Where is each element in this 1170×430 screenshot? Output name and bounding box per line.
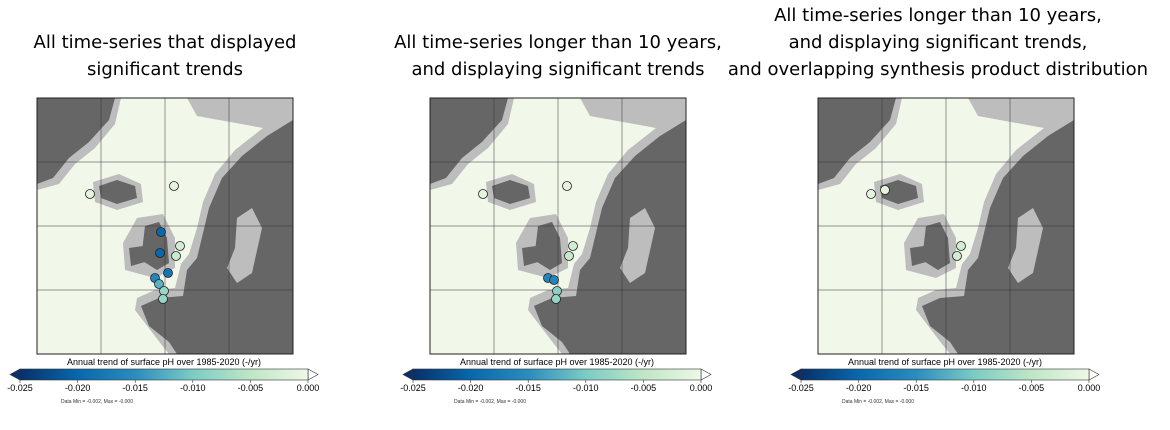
panel-title: All time-series longer than 10 years,	[774, 5, 1102, 26]
colorbar-end	[307, 368, 319, 381]
land	[922, 222, 950, 270]
data-range-note: Data Min = -0.002, Max = -0.000	[61, 399, 133, 405]
colorbar-tick-label: -0.015	[903, 383, 929, 393]
colorbar-label: Annual trend of surface pH over 1985-202…	[460, 357, 654, 367]
colorbar-tick-label: -0.015	[515, 383, 541, 393]
colorbar-tick-label: -0.025	[788, 383, 814, 393]
station	[85, 189, 95, 199]
land	[492, 180, 530, 204]
station	[159, 286, 169, 296]
colorbar	[412, 368, 702, 381]
station	[156, 227, 166, 237]
panel-title: significant trends	[87, 59, 243, 80]
colorbar-tick-label: -0.015	[122, 383, 148, 393]
station	[956, 241, 966, 251]
colorbar-tick-label: -0.025	[400, 383, 426, 393]
data-range-note: Data Min = -0.002, Max = -0.000	[842, 399, 914, 405]
colorbar-tick-label: 0.000	[690, 383, 713, 393]
station	[551, 294, 561, 304]
station	[880, 185, 890, 195]
colorbar-end	[9, 368, 21, 381]
colorbar-end	[1088, 368, 1100, 381]
station	[171, 251, 181, 261]
colorbar-tick-label: -0.020	[458, 383, 484, 393]
map-border	[817, 97, 1075, 355]
colorbar	[800, 368, 1090, 381]
land	[129, 246, 145, 266]
map-border	[36, 97, 294, 355]
colorbar-end	[402, 368, 414, 381]
colorbar-label: Annual trend of surface pH over 1985-202…	[848, 357, 1042, 367]
land	[141, 120, 293, 354]
map	[429, 97, 687, 355]
land	[910, 246, 926, 266]
panel-title: and displaying significant trends	[411, 59, 704, 80]
map-panel: All time-series that displayed significan…	[7, 32, 319, 405]
land	[818, 98, 896, 184]
colorbar-tick-label: -0.010	[180, 383, 206, 393]
station	[163, 268, 173, 278]
land	[534, 222, 562, 270]
station	[866, 189, 876, 199]
station	[478, 189, 488, 199]
map-border	[429, 97, 687, 355]
station	[549, 275, 559, 285]
land	[522, 246, 538, 266]
station	[154, 279, 164, 289]
colorbar-end	[790, 368, 802, 381]
colorbar-tick-label: -0.005	[238, 383, 264, 393]
colorbar-label: Annual trend of surface pH over 1985-202…	[67, 357, 261, 367]
station	[169, 181, 179, 191]
panel-title: All time-series longer than 10 years,	[394, 32, 722, 53]
colorbar-tick-label: -0.025	[7, 383, 33, 393]
colorbar-tick-label: -0.010	[961, 383, 987, 393]
map-panel: All time-series longer than 10 years, and…	[394, 32, 722, 405]
baltic	[620, 208, 655, 283]
colorbar-tick-label: -0.005	[1019, 383, 1045, 393]
colorbar-tick-label: -0.020	[846, 383, 872, 393]
station	[568, 241, 578, 251]
colorbar-tick-label: -0.005	[631, 383, 657, 393]
colorbar-tick-label: 0.000	[297, 383, 320, 393]
panel-title: and displaying significant trends,	[789, 32, 1088, 53]
station	[952, 251, 962, 261]
map	[36, 97, 294, 355]
baltic	[1008, 208, 1043, 283]
colorbar-end	[700, 368, 712, 381]
land	[534, 120, 686, 354]
land	[99, 180, 137, 204]
station	[158, 294, 168, 304]
map	[817, 97, 1075, 355]
baltic	[227, 208, 262, 283]
panel-title: and overlapping synthesis product distri…	[728, 59, 1148, 80]
station	[552, 286, 562, 296]
land	[37, 98, 115, 184]
colorbar-tick-label: -0.010	[573, 383, 599, 393]
colorbar-tick-label: -0.020	[65, 383, 91, 393]
data-range-note: Data Min = -0.002, Max = -0.000	[454, 399, 526, 405]
map-panel: All time-series longer than 10 years, and…	[728, 5, 1148, 405]
station	[155, 248, 165, 258]
colorbar-tick-label: 0.000	[1078, 383, 1101, 393]
land	[430, 98, 508, 184]
station	[564, 251, 574, 261]
station	[175, 241, 185, 251]
station	[562, 181, 572, 191]
land	[922, 120, 1074, 354]
colorbar	[19, 368, 309, 381]
panel-title: All time-series that displayed	[34, 32, 297, 53]
land	[880, 180, 918, 204]
